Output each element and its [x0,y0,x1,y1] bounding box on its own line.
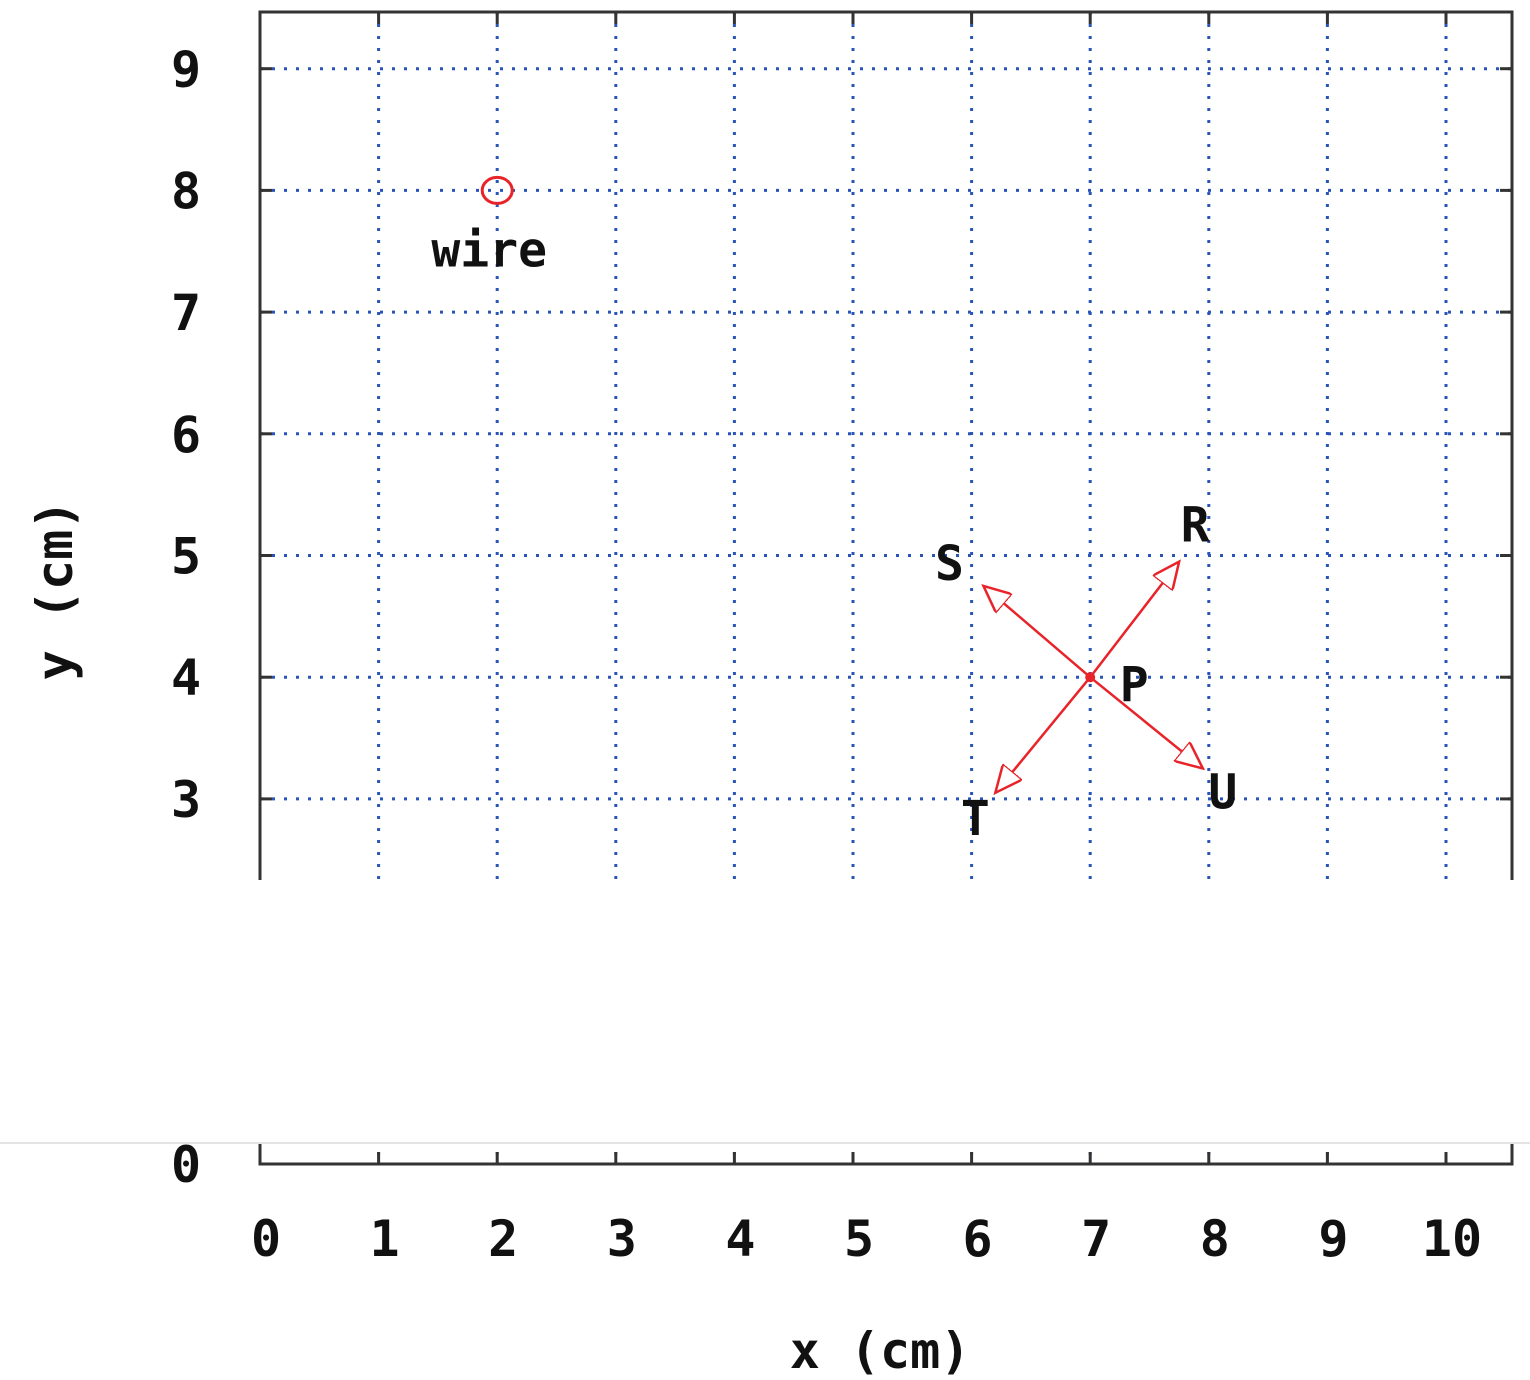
plot-border [258,10,1514,1166]
arrow-label-S: S [935,536,964,592]
x-tick-labels: 0 1 2 3 4 5 6 7 8 9 10 [251,1210,1482,1268]
y-tick-label: 8 [171,162,201,220]
arrow-R [1089,562,1179,678]
arrow-S [983,586,1092,679]
blank-band [240,880,1530,1144]
x-axis-label: x (cm) [790,1322,971,1380]
y-tick-label: 5 [171,528,201,586]
x-tick-label: 1 [370,1210,400,1268]
arrow-label-R: R [1181,498,1210,554]
y-axis-label: y (cm) [26,500,84,681]
arrow-label-U: U [1208,764,1237,820]
x-tick-label: 3 [607,1210,637,1268]
x-tick-label: 0 [251,1210,281,1268]
y-tick-label: 6 [171,406,201,464]
y-tick-label: 3 [171,771,201,829]
x-tick-label: 8 [1200,1210,1230,1268]
image-gap [0,880,1530,1144]
x-tick-label: 9 [1318,1210,1348,1268]
y-tick-labels: 0 3 4 5 6 7 8 9 [171,41,201,1194]
x-tick-label: 7 [1081,1210,1111,1268]
arrow-U [1089,676,1203,768]
x-tick-label: 10 [1422,1210,1482,1268]
y-tick-label: 9 [171,41,201,99]
axis-ticks [258,12,1512,1166]
y-tick-label: 7 [171,284,201,342]
x-tick-label: 5 [844,1210,874,1268]
x-tick-label: 2 [488,1210,518,1268]
y-tick-label: 4 [171,649,201,707]
point-label-wire: wire [431,222,547,278]
x-tick-label: 4 [725,1210,755,1268]
y-tick-label: 0 [171,1136,201,1194]
point-wire [480,175,514,205]
arrow-T [995,676,1092,793]
plot-frame [258,10,1514,1166]
x-tick-label: 6 [963,1210,993,1268]
arrow-label-T: T [961,791,990,847]
